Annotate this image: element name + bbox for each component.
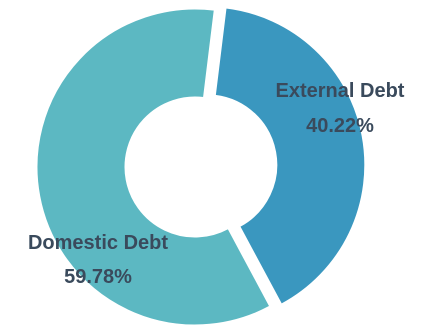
slice-name-label-external-debt: External Debt [276,80,405,102]
slice-value-label-external-debt: 40.22% [306,115,374,137]
donut-slice-domestic-debt [36,8,271,326]
slice-value-label-domestic-debt: 59.78% [64,266,132,288]
slices-layer [36,7,366,326]
labels-layer: External Debt 40.22% Domestic Debt 59.78… [28,80,405,288]
donut-slice-external-debt [214,7,366,305]
slice-name-label-domestic-debt: Domestic Debt [28,232,168,254]
